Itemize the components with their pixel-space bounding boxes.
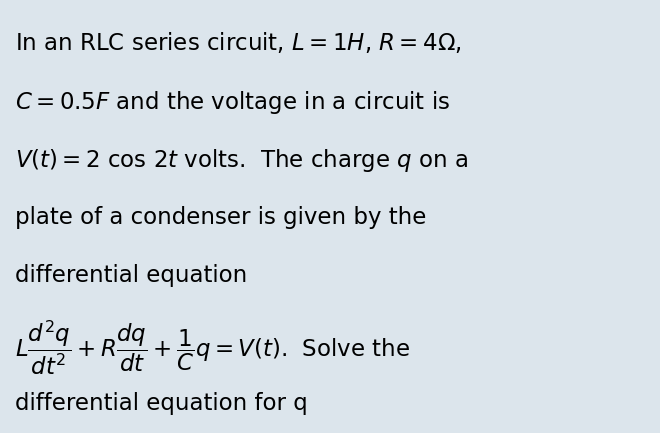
Text: $V(t) = 2$ cos $2t$ volts.  The charge $q$ on a: $V(t) = 2$ cos $2t$ volts. The charge $q… bbox=[15, 147, 468, 174]
Text: differential equation for q: differential equation for q bbox=[15, 392, 308, 415]
Text: In an RLC series circuit, $L = 1H$, $R = 4\Omega$,: In an RLC series circuit, $L = 1H$, $R =… bbox=[15, 30, 461, 55]
Text: $C = 0.5F$ and the voltage in a circuit is: $C = 0.5F$ and the voltage in a circuit … bbox=[15, 89, 449, 116]
Text: differential equation: differential equation bbox=[15, 264, 247, 287]
Text: $L\dfrac{d^2q}{dt^2} + R\dfrac{dq}{dt} + \dfrac{1}{C}q = V(t)$.  Solve the: $L\dfrac{d^2q}{dt^2} + R\dfrac{dq}{dt} +… bbox=[15, 318, 410, 377]
Text: plate of a condenser is given by the: plate of a condenser is given by the bbox=[15, 206, 426, 229]
